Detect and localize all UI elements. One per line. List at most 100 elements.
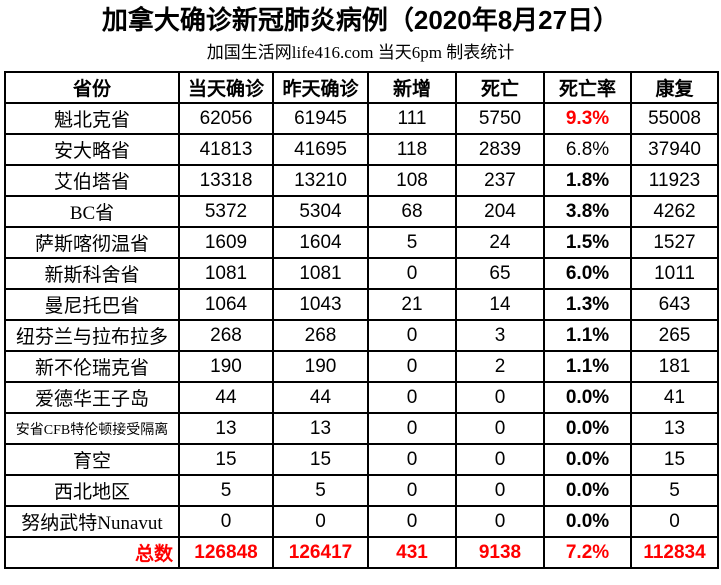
table-header: 省份 当天确诊 昨天确诊 新增 死亡 死亡率 康复 — [4, 71, 719, 104]
death-rate-cell: 0.0% — [543, 412, 632, 445]
value-cell: 0 — [455, 412, 545, 445]
value-cell: 0 — [455, 474, 545, 507]
province-cell: 安省CFB特伦顿接受隔离 — [4, 412, 180, 445]
value-cell: 237 — [455, 164, 545, 197]
column-header-0: 省份 — [4, 71, 180, 104]
value-cell: 0 — [367, 319, 457, 352]
death-rate-cell: 6.8% — [543, 133, 632, 166]
value-cell: 44 — [272, 381, 369, 414]
value-cell: 1527 — [630, 226, 719, 259]
value-cell: 190 — [178, 350, 274, 383]
value-cell: 15 — [178, 443, 274, 476]
death-rate-cell: 1.1% — [543, 350, 632, 383]
value-cell: 1064 — [178, 288, 274, 321]
value-cell: 0 — [630, 505, 719, 538]
value-cell: 431 — [367, 536, 457, 569]
table-row: 安省CFB特伦顿接受隔离 13 13 0 0 0.0% 13 — [4, 412, 719, 445]
province-cell: 爱德华王子岛 — [4, 381, 180, 414]
province-cell: 萨斯喀彻温省 — [4, 226, 180, 259]
value-cell: 11923 — [630, 164, 719, 197]
value-cell: 0 — [367, 350, 457, 383]
value-cell: 108 — [367, 164, 457, 197]
value-cell: 13 — [272, 412, 369, 445]
total-label-cell: 总数 — [4, 536, 180, 569]
value-cell: 5 — [367, 226, 457, 259]
value-cell: 268 — [272, 319, 369, 352]
value-cell: 1081 — [272, 257, 369, 290]
value-cell: 0 — [367, 412, 457, 445]
death-rate-cell: 1.8% — [543, 164, 632, 197]
province-cell: 努纳武特Nunavut — [4, 505, 180, 538]
death-rate-cell: 1.3% — [543, 288, 632, 321]
province-cell: 新斯科舍省 — [4, 257, 180, 290]
value-cell: 0 — [178, 505, 274, 538]
table-row: 育空 15 15 0 0 0.0% 15 — [4, 443, 719, 476]
value-cell: 268 — [178, 319, 274, 352]
value-cell: 14 — [455, 288, 545, 321]
province-cell: 西北地区 — [4, 474, 180, 507]
header-row: 省份 当天确诊 昨天确诊 新增 死亡 死亡率 康复 — [4, 71, 719, 104]
value-cell: 5 — [272, 474, 369, 507]
value-cell: 13 — [178, 412, 274, 445]
table-row: 纽芬兰与拉布拉多 268 268 0 3 1.1% 265 — [4, 319, 719, 352]
value-cell: 4262 — [630, 195, 719, 228]
table-row: 新不伦瑞克省 190 190 0 2 1.1% 181 — [4, 350, 719, 383]
province-cell: 新不伦瑞克省 — [4, 350, 180, 383]
table-body: 魁北克省 62056 61945 111 5750 9.3% 55008 安大略省 41813 4… — [4, 102, 719, 569]
total-row: 总数 126848 126417 431 9138 7.2% 112834 — [4, 536, 719, 569]
value-cell: 24 — [455, 226, 545, 259]
death-rate-cell: 0.0% — [543, 505, 632, 538]
value-cell: 0 — [367, 443, 457, 476]
province-cell: 艾伯塔省 — [4, 164, 180, 197]
value-cell: 21 — [367, 288, 457, 321]
covid-cases-table: 省份 当天确诊 昨天确诊 新增 死亡 死亡率 康复 魁北克省 62056 61945 111 575… — [4, 71, 719, 569]
province-cell: 育空 — [4, 443, 180, 476]
value-cell: 181 — [630, 350, 719, 383]
value-cell: 37940 — [630, 133, 719, 166]
value-cell: 3 — [455, 319, 545, 352]
value-cell: 5750 — [455, 102, 545, 135]
death-rate-cell: 1.5% — [543, 226, 632, 259]
table-row: 曼尼托巴省 1064 1043 21 14 1.3% 643 — [4, 288, 719, 321]
page-subtitle: 加国生活网life416.com 当天6pm 制表统计 — [206, 43, 515, 62]
value-cell: 13210 — [272, 164, 369, 197]
column-header-6: 康复 — [630, 71, 719, 104]
province-cell: 曼尼托巴省 — [4, 288, 180, 321]
value-cell: 41695 — [272, 133, 369, 166]
death-rate-cell: 6.0% — [543, 257, 632, 290]
death-rate-cell: 3.8% — [543, 195, 632, 228]
value-cell: 13318 — [178, 164, 274, 197]
value-cell: 1011 — [630, 257, 719, 290]
value-cell: 15 — [630, 443, 719, 476]
value-cell: 41 — [630, 381, 719, 414]
value-cell: 643 — [630, 288, 719, 321]
value-cell: 204 — [455, 195, 545, 228]
province-cell: 纽芬兰与拉布拉多 — [4, 319, 180, 352]
value-cell: 111 — [367, 102, 457, 135]
value-cell: 5304 — [272, 195, 369, 228]
value-cell: 126848 — [178, 536, 274, 569]
value-cell: 0 — [367, 474, 457, 507]
column-header-1: 当天确诊 — [178, 71, 274, 104]
province-cell: 魁北克省 — [4, 102, 180, 135]
death-rate-cell: 1.1% — [543, 319, 632, 352]
table-row: BC省 5372 5304 68 204 3.8% 4262 — [4, 195, 719, 228]
value-cell: 13 — [630, 412, 719, 445]
table-row: 萨斯喀彻温省 1609 1604 5 24 1.5% 1527 — [4, 226, 719, 259]
value-cell: 112834 — [630, 536, 719, 569]
table-row: 爱德华王子岛 44 44 0 0 0.0% 41 — [4, 381, 719, 414]
column-header-4: 死亡 — [455, 71, 545, 104]
value-cell: 44 — [178, 381, 274, 414]
value-cell: 65 — [455, 257, 545, 290]
column-header-5: 死亡率 — [543, 71, 632, 104]
value-cell: 2 — [455, 350, 545, 383]
province-cell: 安大略省 — [4, 133, 180, 166]
value-cell: 0 — [455, 443, 545, 476]
death-rate-cell: 0.0% — [543, 474, 632, 507]
value-cell: 0 — [455, 505, 545, 538]
province-cell: BC省 — [4, 195, 180, 228]
value-cell: 1043 — [272, 288, 369, 321]
value-cell: 1604 — [272, 226, 369, 259]
table-row: 魁北克省 62056 61945 111 5750 9.3% 55008 — [4, 102, 719, 135]
value-cell: 118 — [367, 133, 457, 166]
